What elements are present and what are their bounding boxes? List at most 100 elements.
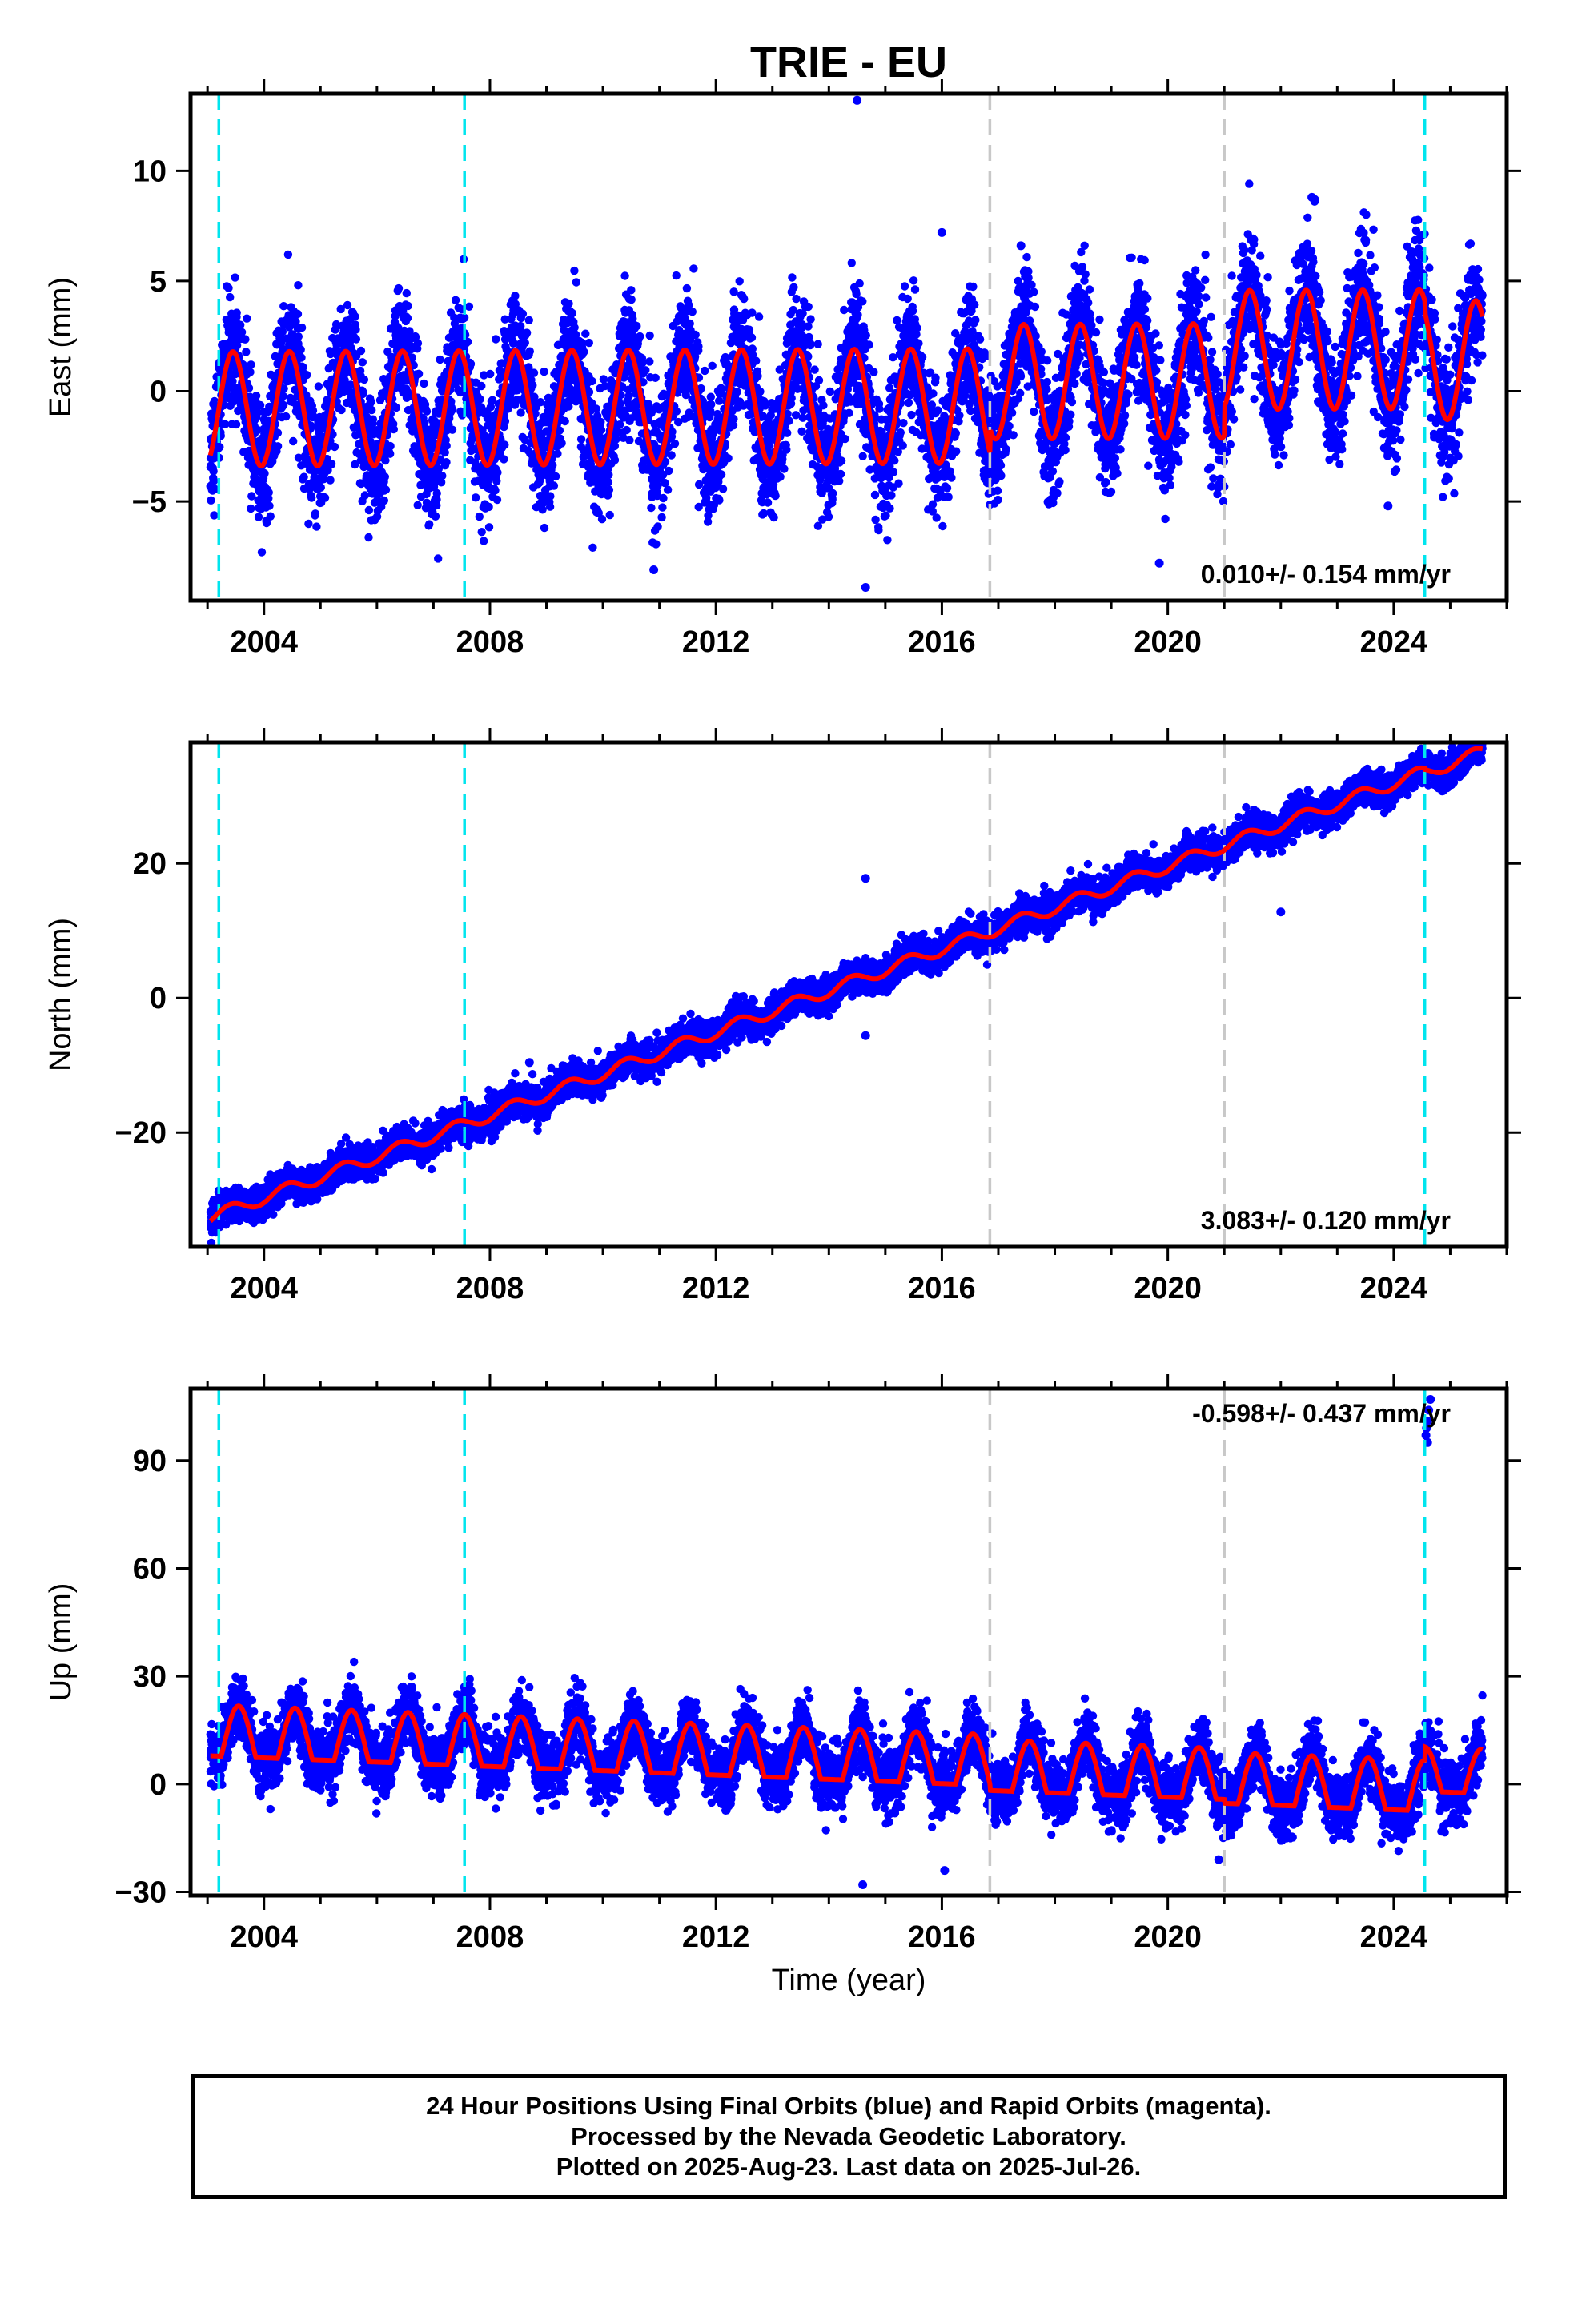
data-point (358, 358, 367, 367)
data-point (307, 493, 316, 502)
data-point (294, 453, 303, 462)
data-point (847, 259, 857, 267)
data-point (337, 405, 346, 415)
data-point (477, 528, 486, 537)
data-point (651, 373, 660, 382)
data-point (492, 335, 500, 344)
data-point (776, 472, 785, 481)
data-point (584, 338, 593, 348)
data-point (316, 483, 325, 492)
data-point (381, 456, 390, 465)
data-point (913, 324, 921, 332)
data-point (265, 501, 274, 510)
data-point (242, 348, 251, 356)
data-point (297, 353, 306, 362)
data-point (1007, 408, 1017, 417)
data-point (871, 515, 880, 525)
data-point (804, 302, 813, 312)
data-point (825, 387, 835, 396)
data-point (356, 346, 366, 356)
data-point (969, 282, 978, 292)
data-point (934, 406, 942, 415)
data-point (819, 401, 828, 410)
data-point (763, 498, 773, 507)
chart-title: TRIE - EU (750, 38, 947, 86)
data-point (432, 489, 441, 498)
data-point (735, 277, 744, 286)
data-point (645, 331, 654, 340)
data-point (951, 428, 961, 438)
data-point (570, 323, 579, 332)
data-point (688, 308, 697, 316)
data-point (1002, 444, 1010, 454)
data-point (545, 502, 555, 511)
data-point (753, 372, 762, 380)
data-point (658, 503, 667, 512)
data-point (780, 464, 789, 473)
data-point (887, 491, 896, 500)
data-point (236, 320, 245, 329)
data-point (522, 328, 532, 337)
data-point (855, 279, 864, 288)
data-point (596, 425, 606, 435)
data-point (717, 470, 726, 479)
data-point (997, 471, 1006, 480)
data-point (442, 458, 451, 467)
data-point (975, 335, 985, 344)
data-point (952, 447, 961, 456)
east-scatter-points (206, 95, 1487, 592)
data-point (546, 492, 555, 501)
data-point (931, 373, 940, 382)
data-point (622, 425, 631, 435)
data-point (330, 442, 339, 452)
data-point (520, 338, 529, 348)
data-point (394, 283, 404, 293)
data-point (667, 451, 676, 460)
data-point (797, 427, 806, 436)
data-point (247, 360, 255, 369)
data-point (885, 504, 894, 513)
data-point (402, 288, 411, 298)
data-point (620, 271, 629, 280)
data-point (740, 294, 749, 304)
data-point (568, 308, 577, 318)
data-point (209, 476, 219, 485)
data-point (389, 424, 398, 434)
data-point (351, 312, 359, 321)
data-point (247, 504, 255, 513)
data-point (597, 515, 607, 524)
data-point (451, 296, 460, 304)
data-point (221, 420, 230, 428)
data-point (273, 428, 283, 437)
data-point (368, 415, 378, 424)
data-point (694, 342, 703, 351)
data-point (540, 523, 549, 533)
data-point (343, 300, 352, 310)
data-point (278, 327, 287, 336)
data-point (209, 467, 218, 476)
data-point (296, 345, 305, 354)
data-point (900, 282, 909, 291)
data-point (289, 436, 298, 446)
data-point (524, 316, 533, 324)
data-point (836, 469, 845, 479)
data-point (657, 513, 666, 522)
data-point (516, 408, 525, 417)
data-point (647, 503, 656, 513)
data-point (464, 302, 474, 311)
data-point (549, 481, 559, 490)
data-point (787, 394, 796, 403)
data-point (604, 485, 614, 494)
data-point (403, 314, 412, 323)
data-point (682, 283, 692, 293)
data-point (500, 440, 509, 449)
data-point (604, 478, 613, 487)
data-point (381, 485, 391, 494)
data-point (251, 392, 261, 400)
data-point (881, 511, 890, 520)
data-point (557, 439, 566, 448)
data-point (500, 416, 510, 426)
data-point (641, 366, 650, 375)
data-point (422, 407, 432, 416)
data-point (253, 426, 262, 435)
